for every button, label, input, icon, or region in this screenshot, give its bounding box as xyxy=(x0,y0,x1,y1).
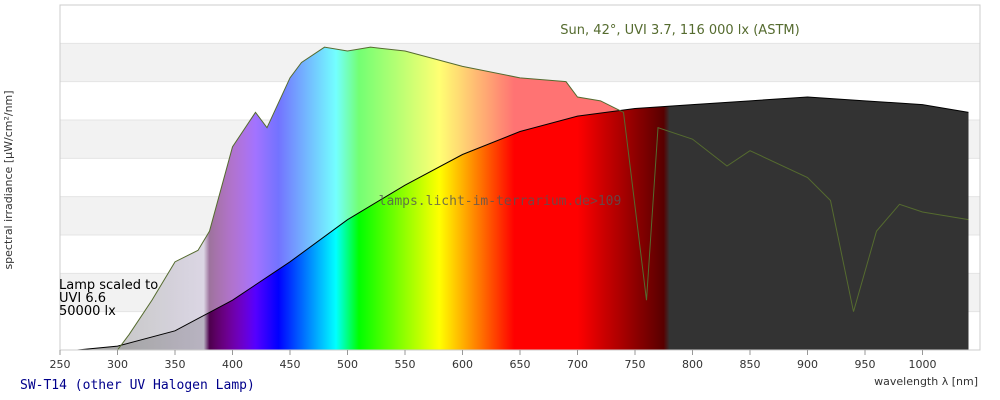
x-tick-label: 250 xyxy=(50,358,71,371)
x-tick-label: 500 xyxy=(337,358,358,371)
sun-label: Sun, 42°, UVI 3.7, 116 000 lx (ASTM) xyxy=(560,23,799,38)
watermark: lamps.licht-im-terrarium.de>109 xyxy=(379,194,622,209)
x-tick-label: 800 xyxy=(682,358,703,371)
x-tick-label: 600 xyxy=(452,358,473,371)
grid-band xyxy=(60,43,980,82)
annotation: Lamp scaled to xyxy=(59,278,158,293)
annotation: UVI 6.6 xyxy=(59,291,106,306)
x-tick-label: 450 xyxy=(280,358,301,371)
lamp-name: SW-T14 (other UV Halogen Lamp) xyxy=(20,378,255,393)
x-tick-label: 300 xyxy=(107,358,128,371)
x-tick-label: 950 xyxy=(855,358,876,371)
x-tick-label: 750 xyxy=(625,358,646,371)
x-axis-label: wavelength λ [nm] xyxy=(874,375,978,388)
annotation: 50000 lx xyxy=(59,304,116,319)
x-tick-label: 700 xyxy=(567,358,588,371)
x-tick-label: 350 xyxy=(165,358,186,371)
x-tick-label: 1000 xyxy=(909,358,937,371)
lamp-area xyxy=(77,97,969,350)
x-tick-label: 900 xyxy=(797,358,818,371)
sun-line xyxy=(117,46,969,351)
y-axis-label: spectral irradiance [µW/cm²/nm] xyxy=(2,90,15,269)
x-tick-label: 400 xyxy=(222,358,243,371)
lamp-line xyxy=(77,96,969,351)
x-tick-label: 850 xyxy=(740,358,761,371)
x-tick-label: 550 xyxy=(395,358,416,371)
x-tick-label: 650 xyxy=(510,358,531,371)
